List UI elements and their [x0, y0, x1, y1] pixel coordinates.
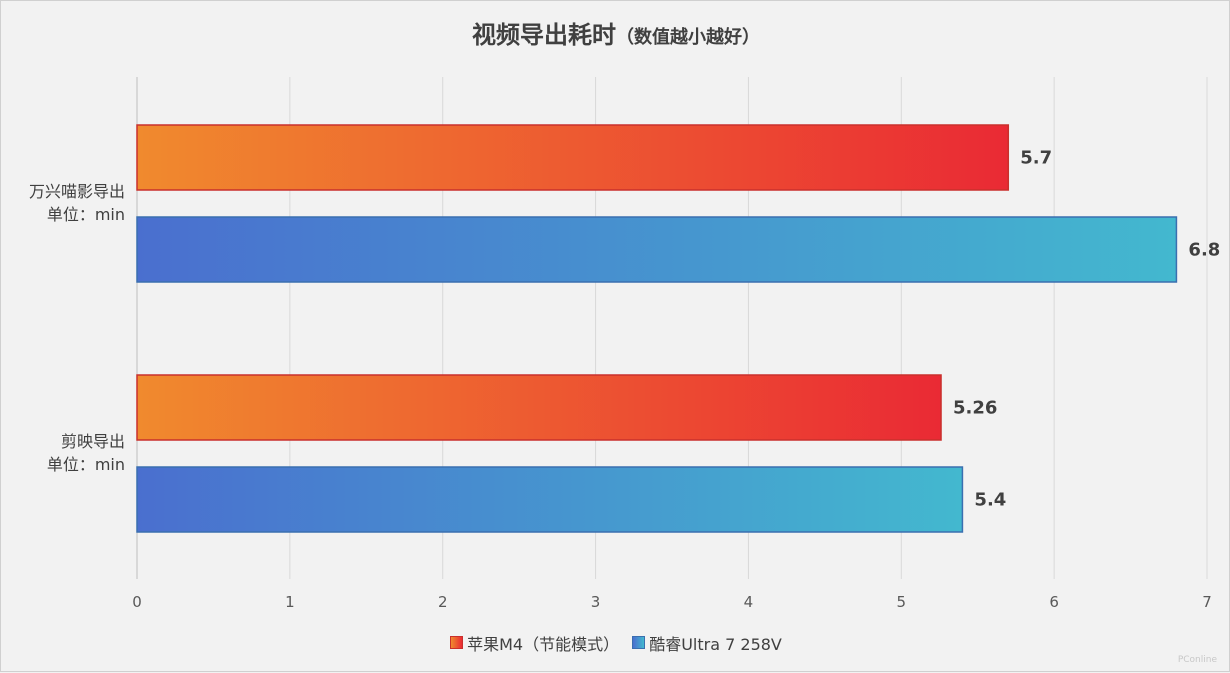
- y-category-label: 单位：min: [47, 205, 125, 224]
- data-label-series1-cat1: 5.4: [974, 490, 1006, 511]
- y-category-label: 单位：min: [47, 455, 125, 474]
- x-tick-label: 3: [591, 593, 601, 611]
- x-tick-label: 7: [1202, 593, 1212, 611]
- x-tick-label: 5: [897, 593, 907, 611]
- legend-label-apple-m4: 苹果M4（节能模式）: [467, 635, 620, 654]
- data-labels: 5.7 6.8 5.26 5.4: [953, 148, 1220, 511]
- legend-item-apple-m4: 苹果M4（节能模式）: [450, 631, 619, 655]
- bar-series1-cat0: [136, 216, 1178, 283]
- x-tick-label: 2: [438, 593, 448, 611]
- legend: 苹果M4（节能模式） 酷睿Ultra 7 258V: [1, 631, 1230, 655]
- chart-subtitle: （数值越小越好）: [616, 27, 760, 48]
- chart-title-main: 视频导出耗时: [472, 21, 616, 49]
- y-category-label: 万兴喵影导出: [29, 182, 125, 201]
- x-tick-label: 1: [285, 593, 295, 611]
- bar-series0-cat0: [136, 124, 1010, 191]
- bar-series0-cat1: [136, 374, 942, 441]
- x-tick-labels: 0 1 2 3 4 5 6 7: [132, 593, 1212, 611]
- data-label-series1-cat0: 6.8: [1188, 240, 1220, 261]
- x-tick-label: 0: [132, 593, 142, 611]
- data-label-series0-cat1: 5.26: [953, 398, 997, 419]
- legend-swatch-apple-m4: [450, 635, 464, 649]
- bar-series1-cat1: [136, 466, 964, 533]
- x-tick-label: 4: [744, 593, 754, 611]
- data-label-series0-cat0: 5.7: [1020, 148, 1052, 169]
- bars: [136, 124, 1178, 533]
- legend-label-intel-ultra7: 酷睿Ultra 7 258V: [649, 635, 782, 654]
- chart-title: 视频导出耗时（数值越小越好）: [1, 15, 1230, 50]
- y-category-label: 剪映导出: [61, 432, 125, 451]
- legend-item-intel-ultra7: 酷睿Ultra 7 258V: [632, 631, 782, 655]
- x-tick-label: 6: [1049, 593, 1059, 611]
- legend-swatch-intel-ultra7: [632, 635, 646, 649]
- watermark-logo: PConline: [1177, 655, 1217, 665]
